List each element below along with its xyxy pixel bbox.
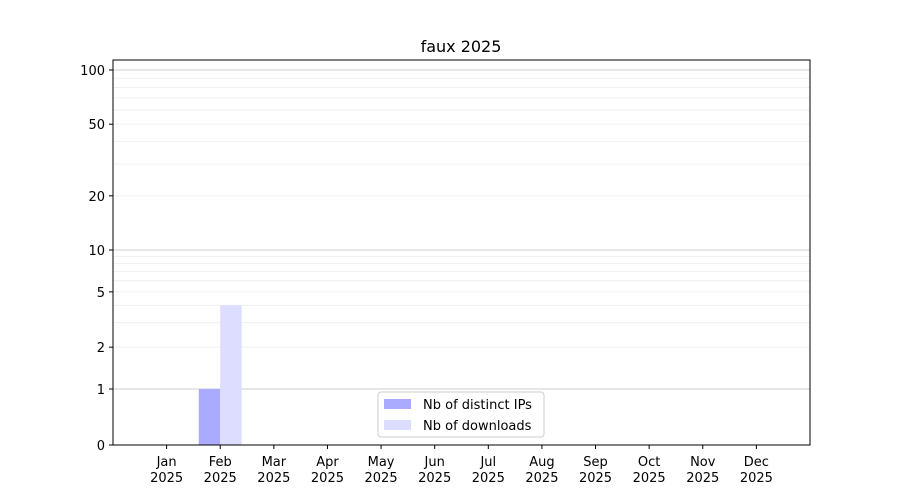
x-tick-label-line: 2025 xyxy=(311,471,344,486)
x-tick-label: Jul 2025 xyxy=(472,455,505,486)
x-tick-label: Aug 2025 xyxy=(525,455,558,486)
x-tick-label: Apr 2025 xyxy=(311,455,344,486)
x-tick-label: May 2025 xyxy=(365,455,398,486)
bars xyxy=(198,305,242,445)
legend-label: Nb of distinct IPs xyxy=(423,398,532,413)
x-tick-label-line: 2025 xyxy=(579,471,612,486)
x-tick-label-line: 2025 xyxy=(633,471,666,486)
plot-frame xyxy=(112,59,811,446)
legend-box xyxy=(377,391,545,438)
y-tick-label: 20 xyxy=(88,190,105,205)
x-tick-label-line: Jun xyxy=(424,455,445,470)
x-tick-label-line: 2025 xyxy=(740,471,773,486)
x-tick-label-line: 2025 xyxy=(418,471,451,486)
x-tick-label-line: Oct xyxy=(638,455,660,470)
bar-downloads xyxy=(220,305,242,445)
x-tick-label: Mar 2025 xyxy=(257,455,290,486)
x-tick-label-line: 2025 xyxy=(150,471,183,486)
x-tick-label-line: 2025 xyxy=(257,471,290,486)
x-tick-label: Jan 2025 xyxy=(150,455,183,486)
x-tick-label-line: 2025 xyxy=(365,471,398,486)
x-tick-label-line: Nov xyxy=(690,455,716,470)
x-tick-label-line: Sep xyxy=(583,455,608,470)
x-tick-label-line: Jan xyxy=(156,455,177,470)
x-tick-label-line: Dec xyxy=(744,455,769,470)
y-tick-label: 2 xyxy=(97,341,105,356)
x-tick-label-line: 2025 xyxy=(204,471,237,486)
y-tick-label: 100 xyxy=(80,64,105,79)
x-tick-label: Nov 2025 xyxy=(686,455,719,486)
legend-swatch xyxy=(384,420,411,430)
x-tick-label-line: 2025 xyxy=(686,471,719,486)
x-tick-label: Sep 2025 xyxy=(579,455,612,486)
y-tick-label: 1 xyxy=(97,383,105,398)
y-tick-label: 5 xyxy=(97,286,105,301)
x-tick-label: Feb 2025 xyxy=(204,455,237,486)
bar-distinct-ips xyxy=(198,389,221,445)
grid xyxy=(113,69,810,390)
y-tick-label: 50 xyxy=(88,118,105,133)
x-tick-label-line: 2025 xyxy=(472,471,505,486)
x-tick-label-line: Feb xyxy=(209,455,232,470)
x-tick-label: Oct 2025 xyxy=(633,455,666,486)
x-tick-label: Dec 2025 xyxy=(740,455,773,486)
y-tick-label: 10 xyxy=(88,244,105,259)
x-tick-label: Jun 2025 xyxy=(418,455,451,486)
x-tick-label-line: Aug xyxy=(529,455,554,470)
x-tick-label-line: Apr xyxy=(316,455,339,470)
y-axis: 0 1 2 5 10 20 50 100 xyxy=(80,64,113,454)
legend-label: Nb of downloads xyxy=(423,419,532,434)
legend: Nb of distinct IPs Nb of downloads xyxy=(377,391,545,438)
x-tick-label-line: Jul xyxy=(479,455,496,470)
x-tick-label-line: May xyxy=(368,455,395,470)
legend-swatch xyxy=(384,399,411,409)
x-tick-label-line: Mar xyxy=(262,455,287,470)
y-tick-label: 0 xyxy=(97,439,105,454)
chart-title: faux 2025 xyxy=(421,37,502,56)
x-tick-label-line: 2025 xyxy=(525,471,558,486)
